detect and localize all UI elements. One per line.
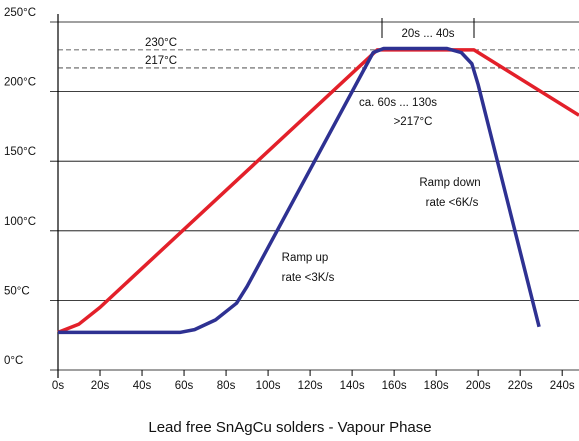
x-tick-label: 60s (175, 380, 194, 392)
x-tick-label: 200s (466, 380, 491, 392)
annotation: >217°C (394, 116, 433, 128)
y-tick-label: 50°C (4, 285, 30, 297)
y-tick-label: 150°C (4, 146, 36, 158)
reference-label: 230°C (145, 37, 177, 49)
chart-title: Lead free SnAgCu solders - Vapour Phase (148, 419, 431, 436)
annotation: ca. 60s ... 130s (359, 97, 437, 109)
y-tick-label: 200°C (4, 77, 36, 89)
x-tick-label: 220s (508, 380, 533, 392)
x-tick-label: 100s (256, 380, 281, 392)
x-tick-label: 40s (133, 380, 152, 392)
series-line (58, 46, 541, 335)
x-tick-label: 0s (52, 380, 64, 392)
x-tick-label: 80s (217, 380, 236, 392)
x-tick-label: 180s (424, 380, 449, 392)
series-line (57, 48, 579, 335)
annotation: 20s ... 40s (401, 28, 454, 40)
annotation: Ramp up (282, 252, 329, 264)
y-tick-label: 250°C (4, 7, 36, 19)
x-tick-label: 140s (340, 380, 365, 392)
x-tick-label: 120s (298, 380, 323, 392)
x-tick-label: 20s (91, 380, 110, 392)
x-tick-label: 160s (382, 380, 407, 392)
reference-label: 217°C (145, 55, 177, 67)
annotation: rate <3K/s (282, 272, 335, 284)
annotation: rate <6K/s (426, 197, 479, 209)
y-tick-label: 0°C (4, 355, 23, 367)
y-tick-label: 100°C (4, 216, 36, 228)
x-tick-label: 240s (550, 380, 575, 392)
annotation: Ramp down (419, 177, 480, 189)
